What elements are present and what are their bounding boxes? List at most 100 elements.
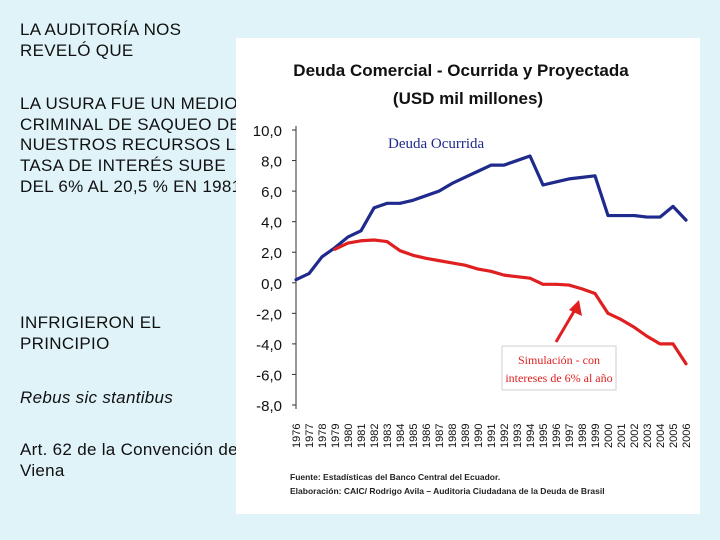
data-point [424,256,428,260]
x-tick-label: 1982 [369,424,381,448]
debt-chart: Deuda Comercial - Ocurrida y Proyectada (… [253,61,693,496]
data-point [645,215,649,219]
data-point [567,177,571,181]
data-point [411,198,415,202]
series-deuda-ocurrida [294,154,688,282]
data-point [359,239,363,243]
x-tick-label: 2001 [616,424,628,448]
data-point [502,163,506,167]
data-point [671,342,675,346]
intro-text: LA AUDITORÍA NOS REVELÓ QUE [20,20,182,60]
data-point [476,169,480,173]
data-point [554,180,558,184]
x-tick-label: 1997 [564,424,576,448]
x-tick-label: 1984 [395,424,407,448]
data-point [658,215,662,219]
series-simulacion [333,238,688,366]
x-tick-label: 1993 [512,424,524,448]
x-tick-label: 2006 [681,424,693,448]
x-tick-label: 1987 [434,424,446,448]
y-tick-label: -6,0 [256,367,282,384]
data-point [541,282,545,286]
y-tick-label: 8,0 [261,154,282,171]
x-tick-label: 1977 [304,424,316,448]
data-point [346,235,350,239]
usury-statement: LA USURA FUE UN MEDIO CRIMINAL DE SAQUEO… [20,94,247,196]
y-tick-label: -4,0 [256,337,282,354]
data-point [619,214,623,217]
x-tick-label: 1978 [317,424,329,448]
simulation-label-box [501,345,617,391]
data-point [632,325,636,329]
x-tick-label: 1990 [473,424,485,448]
data-point [385,240,389,243]
x-tick-label: 1989 [460,424,472,448]
data-point [437,189,441,193]
x-tick-label: 2004 [655,424,667,448]
data-point [398,249,402,253]
data-point [632,214,636,217]
x-tick-label: 2005 [668,424,680,448]
chart-source: Fuente: Estadísticas del Banco Central d… [290,472,500,482]
x-tick-label: 1995 [538,424,550,448]
data-point [580,287,584,291]
x-tick-label: 1996 [551,424,563,448]
data-point [593,292,597,295]
data-point [606,214,610,217]
x-tick-label: 1980 [343,424,355,448]
vienna-article: Art. 62 de la Convención de Viena [20,440,238,480]
chart-title: Deuda Comercial - Ocurrida y Proyectada [293,61,629,80]
data-point [593,174,597,178]
x-tick-label: 1985 [408,424,420,448]
chart-subtitle: (USD mil millones) [393,89,543,108]
data-point [515,159,519,162]
x-tick-label: 1992 [499,424,511,448]
data-point [619,318,623,321]
series-label-deuda-ocurrida: Deuda Ocurrida [388,136,485,152]
x-tick-label: 2003 [642,424,654,448]
data-point [385,201,389,205]
data-point [333,247,337,251]
data-point [502,273,506,277]
y-tick-label: 4,0 [261,215,282,232]
data-point [398,201,402,205]
data-point [476,267,480,271]
x-tick-label: 1999 [590,424,602,448]
x-tick-label: 1991 [486,424,498,448]
x-tick-label: 1983 [382,424,394,448]
data-point [567,283,571,287]
data-point [372,206,376,210]
data-point [294,278,298,282]
simulation-label-line1: Simulación - con [518,353,600,367]
x-tick-label: 2000 [603,424,615,448]
y-tick-label: 6,0 [261,184,282,201]
x-tick-label: 1976 [291,424,303,448]
data-point [515,275,519,279]
simulation-label-line2: intereses de 6% al año [505,371,612,385]
data-point [424,194,428,198]
chart-credit: Elaboración: CAIC/ Rodrigo Avila – Audit… [290,486,605,496]
data-point [528,276,532,280]
y-tick-label: -2,0 [256,306,282,323]
y-tick-label: 0,0 [261,276,282,293]
x-tick-label: 1994 [525,424,537,448]
data-point [671,204,675,208]
data-point [463,263,467,267]
data-point [450,182,454,185]
simulation-arrowhead [569,300,582,316]
y-tick-label: 10,0 [253,123,282,140]
principle-statement: INFRIGIERON EL PRINCIPIO [20,313,161,353]
data-point [346,241,350,245]
data-point [307,272,311,276]
x-tick-label: 1979 [330,424,342,448]
data-point [606,311,610,315]
data-point [580,175,584,179]
x-tick-label: 2002 [629,424,641,448]
data-point [554,282,558,286]
y-tick-label: -8,0 [256,398,282,415]
data-point [320,255,324,259]
data-point [489,269,493,273]
x-tick-label: 1981 [356,424,368,448]
data-point [359,229,363,233]
x-tick-label: 1986 [421,424,433,448]
